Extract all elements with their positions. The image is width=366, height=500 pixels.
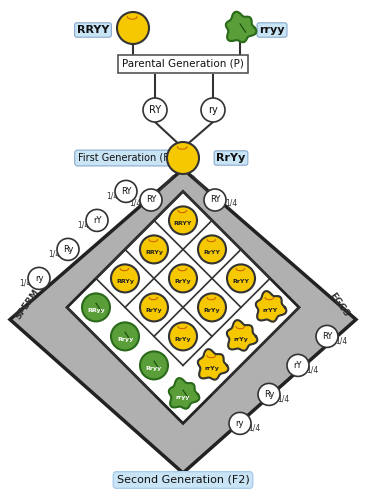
Text: rryy: rryy <box>176 396 190 400</box>
Text: rY: rY <box>93 216 101 225</box>
Text: RrYy: RrYy <box>175 280 191 284</box>
Text: RRyy: RRyy <box>87 308 105 314</box>
Circle shape <box>198 294 226 322</box>
Circle shape <box>57 238 79 260</box>
Text: 1/4: 1/4 <box>106 192 118 201</box>
Circle shape <box>169 322 197 350</box>
Text: rrYy: rrYy <box>234 338 249 342</box>
Circle shape <box>227 264 255 292</box>
Text: ry: ry <box>208 105 218 115</box>
Circle shape <box>140 352 168 380</box>
Circle shape <box>86 210 108 232</box>
Text: Rryy: Rryy <box>146 366 162 372</box>
Text: 1/4: 1/4 <box>248 424 260 433</box>
Polygon shape <box>67 192 299 424</box>
Text: RRYy: RRYy <box>145 250 163 256</box>
Text: 1/4: 1/4 <box>306 366 318 375</box>
Text: Second Generation (F2): Second Generation (F2) <box>117 475 249 485</box>
Polygon shape <box>10 169 356 473</box>
Polygon shape <box>227 320 257 350</box>
Text: 1/4: 1/4 <box>19 279 31 288</box>
Text: SPERM: SPERM <box>13 288 41 322</box>
Text: RY: RY <box>146 196 156 204</box>
Text: ry: ry <box>236 419 244 428</box>
Circle shape <box>316 326 338 347</box>
Text: Parental Generation (P): Parental Generation (P) <box>122 59 244 69</box>
Circle shape <box>82 294 110 322</box>
Text: RY: RY <box>322 332 332 341</box>
Circle shape <box>115 180 137 203</box>
Text: Ry: Ry <box>63 245 73 254</box>
Circle shape <box>117 12 149 44</box>
Circle shape <box>169 264 197 292</box>
Circle shape <box>140 189 162 211</box>
Text: 1/4: 1/4 <box>335 337 347 346</box>
Circle shape <box>140 294 168 322</box>
Circle shape <box>167 142 199 174</box>
Polygon shape <box>226 12 256 42</box>
Circle shape <box>111 264 139 292</box>
Text: 1/4: 1/4 <box>77 221 89 230</box>
Text: rryy: rryy <box>259 25 285 35</box>
Text: RY: RY <box>210 196 220 204</box>
Circle shape <box>258 384 280 406</box>
Circle shape <box>169 206 197 234</box>
Circle shape <box>287 354 309 376</box>
Text: RrYY: RrYY <box>203 250 220 256</box>
Circle shape <box>140 236 168 264</box>
Text: 1/4: 1/4 <box>225 198 237 207</box>
Text: RY: RY <box>149 105 161 115</box>
Circle shape <box>28 268 50 289</box>
Circle shape <box>143 98 167 122</box>
Circle shape <box>198 236 226 264</box>
Text: RY: RY <box>121 187 131 196</box>
Polygon shape <box>169 378 199 408</box>
Text: RrYy: RrYy <box>175 338 191 342</box>
Polygon shape <box>256 291 286 322</box>
Text: rrYY: rrYY <box>262 308 278 314</box>
Text: 1/4: 1/4 <box>48 250 60 259</box>
Text: EGGS: EGGS <box>328 290 351 318</box>
Text: RRYY: RRYY <box>174 222 192 226</box>
Text: rY: rY <box>294 361 302 370</box>
Text: First Generation (F1): First Generation (F1) <box>78 153 178 163</box>
Text: rrYy: rrYy <box>205 366 220 372</box>
Text: 1/4: 1/4 <box>129 198 141 207</box>
Text: RrYY: RrYY <box>232 280 250 284</box>
Circle shape <box>111 322 139 350</box>
Text: RrYy: RrYy <box>146 308 162 314</box>
Text: ry: ry <box>35 274 43 283</box>
Text: RRYY: RRYY <box>77 25 109 35</box>
Circle shape <box>204 189 226 211</box>
Circle shape <box>229 412 251 434</box>
Text: Ry: Ry <box>264 390 274 399</box>
Text: RrYy: RrYy <box>216 153 246 163</box>
Circle shape <box>201 98 225 122</box>
Text: Rryy: Rryy <box>117 338 133 342</box>
Text: 1/4: 1/4 <box>277 395 289 404</box>
Text: RrYy: RrYy <box>204 308 220 314</box>
Polygon shape <box>198 349 228 380</box>
Text: RRYy: RRYy <box>116 280 134 284</box>
